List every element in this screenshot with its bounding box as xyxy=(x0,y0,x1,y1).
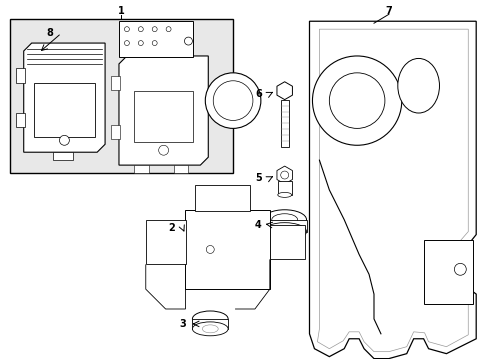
Text: 5: 5 xyxy=(255,173,262,183)
Text: 3: 3 xyxy=(179,319,186,329)
Text: 4: 4 xyxy=(255,220,262,230)
Circle shape xyxy=(280,171,288,179)
Bar xyxy=(195,185,249,211)
Ellipse shape xyxy=(397,58,439,113)
Bar xyxy=(119,21,193,57)
Bar xyxy=(192,319,228,329)
Bar xyxy=(53,152,73,160)
Bar xyxy=(145,220,186,264)
Circle shape xyxy=(328,73,384,129)
Circle shape xyxy=(166,27,171,32)
Circle shape xyxy=(60,135,69,145)
Polygon shape xyxy=(24,43,105,152)
Circle shape xyxy=(152,27,157,32)
Circle shape xyxy=(184,37,192,45)
Bar xyxy=(134,165,148,173)
Bar xyxy=(263,220,306,231)
Ellipse shape xyxy=(192,311,228,327)
Circle shape xyxy=(206,246,214,253)
Circle shape xyxy=(312,56,401,145)
Circle shape xyxy=(453,264,466,275)
Bar xyxy=(34,83,95,137)
Ellipse shape xyxy=(202,325,218,333)
Text: 6: 6 xyxy=(255,89,262,99)
Circle shape xyxy=(138,41,143,46)
Text: 2: 2 xyxy=(167,222,174,233)
Circle shape xyxy=(158,145,168,155)
Polygon shape xyxy=(309,21,475,359)
Bar xyxy=(269,225,304,260)
Bar xyxy=(16,113,25,127)
Bar xyxy=(134,91,193,142)
Circle shape xyxy=(124,41,129,46)
Ellipse shape xyxy=(263,223,306,240)
Bar xyxy=(277,181,291,195)
Bar xyxy=(185,210,269,289)
Bar xyxy=(10,19,233,173)
Bar xyxy=(111,125,120,139)
Text: 1: 1 xyxy=(117,6,124,16)
Bar xyxy=(173,165,188,173)
Circle shape xyxy=(152,41,157,46)
Bar xyxy=(111,76,120,90)
Ellipse shape xyxy=(192,322,228,336)
Text: 7: 7 xyxy=(385,6,391,16)
Circle shape xyxy=(138,27,143,32)
Bar xyxy=(280,100,288,147)
Text: 8: 8 xyxy=(46,28,53,38)
Ellipse shape xyxy=(277,192,291,197)
Circle shape xyxy=(213,81,252,121)
Ellipse shape xyxy=(271,214,297,226)
Circle shape xyxy=(205,73,260,129)
Polygon shape xyxy=(119,56,208,165)
Bar xyxy=(16,68,25,83)
Bar xyxy=(423,239,472,304)
Ellipse shape xyxy=(263,210,306,230)
Circle shape xyxy=(124,27,129,32)
